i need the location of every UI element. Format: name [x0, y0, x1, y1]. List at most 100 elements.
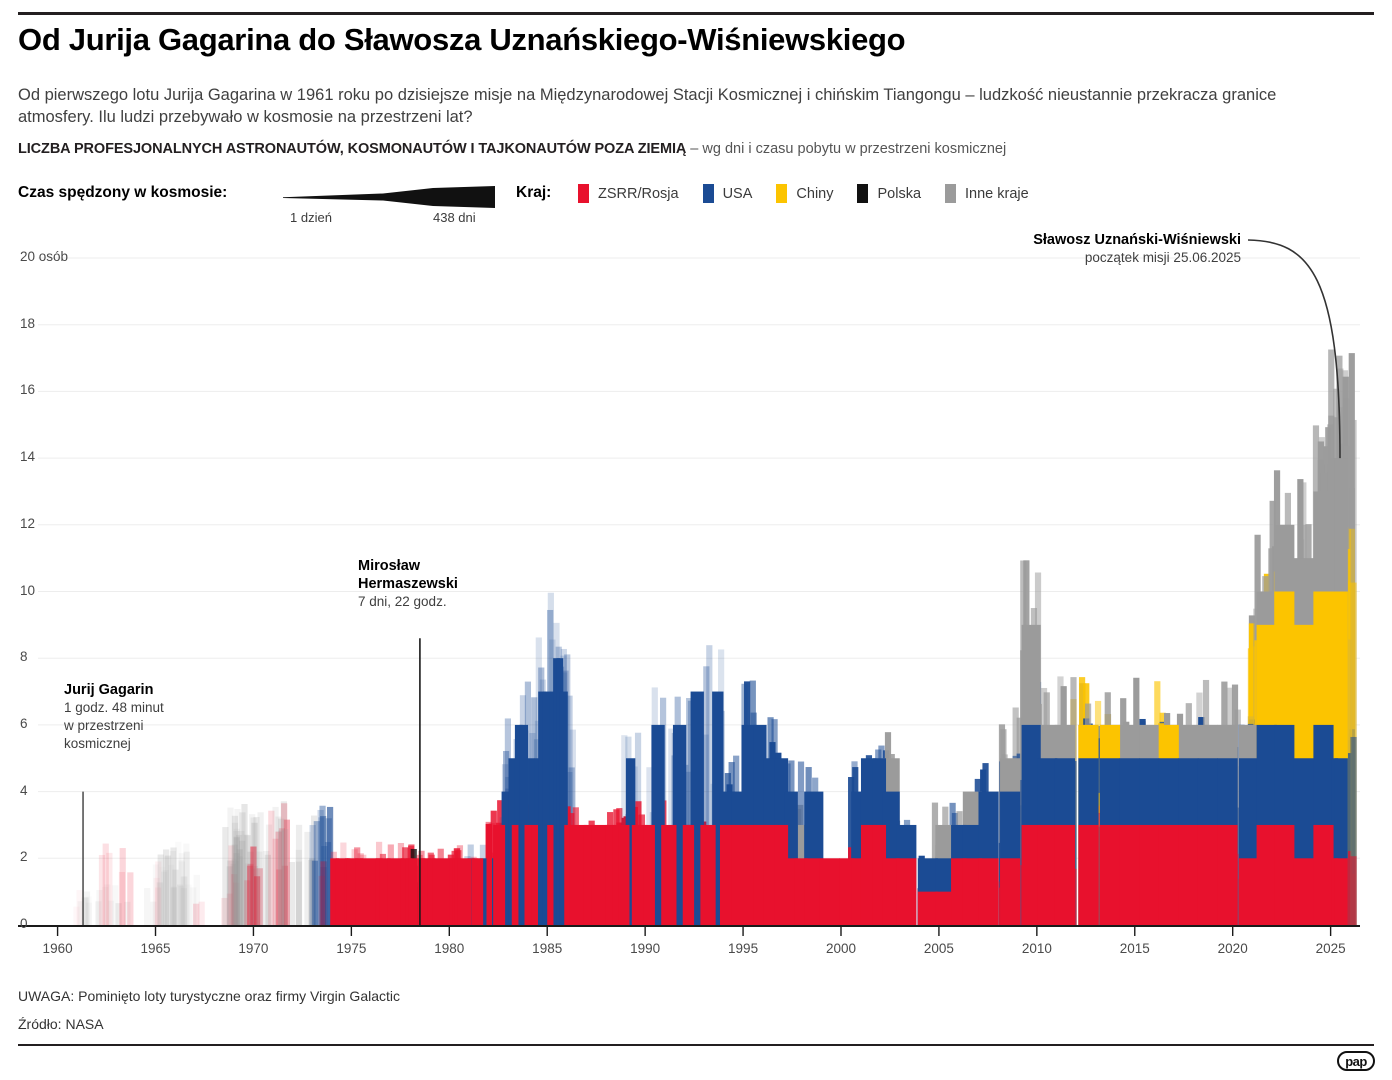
- chart-band: [519, 724, 529, 925]
- chart-stripe: [98, 854, 106, 925]
- chart-stripe: [239, 812, 246, 925]
- chart-stripe: [144, 888, 151, 925]
- chart-stripe: [183, 851, 190, 925]
- x-axis-tick-label: 2000: [825, 941, 857, 956]
- duration-min-label: 1 dzień: [290, 210, 332, 225]
- chart-band: [547, 824, 554, 925]
- annotation-hermaszewski-line1: 7 dni, 22 godz.: [358, 594, 447, 609]
- chart-kicker: LICZBA PROFESJONALNYCH ASTRONAUTÓW, KOSM…: [18, 141, 1006, 157]
- chart-stripe: [233, 882, 240, 925]
- chart-stripe: [153, 877, 160, 925]
- chart-band: [417, 858, 425, 925]
- chart-band: [471, 858, 484, 925]
- chart-stripe: [178, 861, 186, 925]
- pap-logo: pap: [1337, 1051, 1375, 1071]
- chart-band: [1099, 824, 1121, 925]
- chart-band: [618, 824, 630, 925]
- y-axis-tick-label: 6: [20, 715, 28, 731]
- chart-stripe: [233, 828, 240, 925]
- chart-stripe: [253, 817, 260, 925]
- chart-band: [1217, 824, 1238, 925]
- chart-stripe: [231, 844, 238, 925]
- chart-stripe: [178, 886, 185, 925]
- chart-stripe: [102, 843, 109, 925]
- chart-band: [355, 858, 364, 925]
- chart-stripe: [233, 831, 240, 925]
- annotation-gagarin: Jurij Gagarin 1 godz. 48 minut w przestr…: [64, 681, 164, 753]
- chart-band: [569, 824, 588, 925]
- chart-stripe: [118, 871, 126, 925]
- annotation-leader-uznanski: [1247, 239, 1341, 459]
- chart-band: [427, 858, 436, 925]
- annotation-gagarin-line1: 1 godz. 48 minut: [64, 700, 164, 715]
- chart-stripe: [176, 884, 184, 925]
- chart-stripe: [231, 874, 238, 925]
- duration-max-label: 438 dni: [433, 210, 476, 225]
- chart-stripe: [244, 835, 251, 925]
- page-title: Od Jurija Gagarina do Sławosza Uznańskie…: [18, 22, 906, 57]
- chart-band: [1331, 858, 1339, 925]
- legend-item-label: Chiny: [796, 185, 834, 202]
- chart-stripe: [320, 867, 327, 925]
- y-axis-tick-label: 0: [20, 916, 28, 931]
- chart-stripe: [257, 812, 264, 925]
- chart-stripe: [706, 645, 713, 925]
- chart-band: [839, 858, 855, 925]
- chart-stripe: [309, 825, 316, 925]
- chart-band: [804, 858, 824, 925]
- legend-item-label: ZSRR/Rosja: [598, 185, 679, 202]
- chart-band: [1000, 858, 1021, 925]
- chart-band: [935, 891, 955, 925]
- chart-band: [531, 824, 539, 925]
- chart-stripe: [162, 870, 169, 925]
- chart-stripe: [265, 824, 273, 925]
- chart-stripe: [249, 868, 256, 925]
- chart-stripe: [275, 831, 282, 925]
- chart-stripe: [278, 828, 286, 925]
- chart-band: [564, 824, 573, 925]
- chart-band: [1256, 824, 1277, 925]
- chart-stripe: [288, 862, 295, 925]
- chart-band: [682, 824, 695, 925]
- chart-stripe: [231, 815, 239, 925]
- chart-band: [882, 858, 900, 925]
- chart-stripe: [244, 863, 252, 925]
- chart-band: [457, 858, 472, 925]
- chart-stripe: [233, 853, 240, 925]
- chart-stripe: [281, 865, 288, 925]
- chart-stripe: [278, 830, 285, 925]
- chart-stripe: [231, 858, 238, 925]
- chart-stripe: [150, 901, 157, 925]
- chart-band: [511, 824, 519, 925]
- chart-stripe: [295, 849, 302, 925]
- chart-stripe: [221, 897, 228, 925]
- chart-band: [962, 858, 982, 925]
- chart-stripe: [275, 816, 282, 925]
- chart-stripe: [239, 840, 246, 925]
- duration-wedge-icon: [283, 186, 495, 208]
- chart-band: [400, 858, 410, 925]
- chart-band: [612, 824, 622, 925]
- annotation-hermaszewski-name2: Hermaszewski: [358, 576, 458, 592]
- chart-stripe: [156, 882, 163, 925]
- chart-band: [534, 758, 542, 925]
- chart-stripe: [183, 843, 190, 925]
- chart-stripe: [242, 834, 249, 925]
- chart-band: [514, 724, 523, 925]
- x-axis-tick-label: 1980: [434, 941, 465, 956]
- chart-stripe: [308, 860, 315, 925]
- chart-stripe: [238, 830, 245, 925]
- chart-stripe: [1350, 736, 1357, 925]
- annotation-uznanski: Sławosz Uznański-Wiśniewski początek mis…: [700, 231, 1241, 267]
- chart-band: [819, 858, 841, 925]
- chart-stripe: [227, 807, 234, 925]
- chart-band: [583, 824, 596, 925]
- x-axis-tick-label: 1985: [532, 941, 563, 956]
- chart-band: [625, 758, 636, 925]
- legend-swatch-icon: [857, 184, 869, 203]
- legend-swatch-icon: [776, 184, 788, 203]
- chart-band: [917, 891, 938, 925]
- chart-stripe: [170, 887, 177, 925]
- chart-band: [479, 858, 491, 925]
